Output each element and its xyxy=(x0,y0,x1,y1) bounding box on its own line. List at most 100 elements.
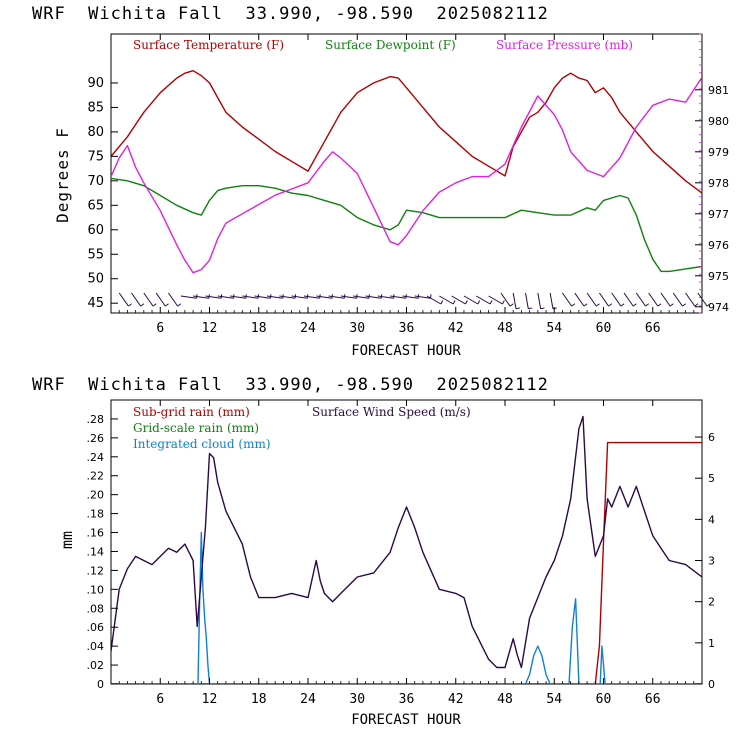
series-surface-dewpoint xyxy=(111,177,702,273)
wind-barb xyxy=(168,292,179,307)
wind-barb-flag xyxy=(669,303,674,307)
bottom-x-tick-label: 42 xyxy=(448,692,464,707)
wind-barb xyxy=(512,292,517,309)
top-x-tick-label: 42 xyxy=(448,321,464,336)
wind-barb-flag xyxy=(583,303,588,307)
wind-barb xyxy=(697,292,708,307)
wind-barb-flag xyxy=(608,303,613,307)
wind-barb xyxy=(635,292,646,307)
bottom-x-tick-label: 60 xyxy=(596,692,612,707)
wind-barb xyxy=(414,295,431,299)
legend-grid-scale-rain: Grid-scale rain (mm) xyxy=(133,421,259,435)
bottom-y-tick-label: .22 xyxy=(87,470,105,483)
series-surface-temperature xyxy=(111,69,702,194)
top-y2-tick-label: 975 xyxy=(708,270,729,283)
wind-barb xyxy=(353,295,370,299)
wind-barb xyxy=(217,295,234,299)
legend-surface-wind-speed: Surface Wind Speed (m/s) xyxy=(312,405,471,419)
bottom-y-tick-label: .14 xyxy=(87,545,105,558)
wind-barb-flag xyxy=(657,303,662,307)
bottom-y-tick-label: .02 xyxy=(87,659,105,672)
top-y-tick-label: 65 xyxy=(87,198,104,213)
temperature-panel: WRF Wichita Fall 33.990, -98.590 2025082… xyxy=(32,4,729,359)
legend-integrated-cloud: Integrated cloud (mm) xyxy=(133,437,271,451)
top-y2-tick-label: 974 xyxy=(708,301,729,314)
top-x-axis-label: FORECAST HOUR xyxy=(351,343,461,359)
wind-barb xyxy=(193,295,209,299)
wind-barb xyxy=(648,292,659,307)
top-plot-frame xyxy=(110,33,703,314)
wind-barb-flag xyxy=(620,303,625,307)
wind-barb xyxy=(365,295,382,299)
bottom-y2-tick-label: 6 xyxy=(708,431,715,444)
series-surface-pressure xyxy=(111,77,702,274)
wind-barb-flag xyxy=(632,303,637,307)
bottom-y-tick-label: .26 xyxy=(87,432,105,445)
wind-barb xyxy=(118,292,129,307)
precipitation-panel: WRF Wichita Fall 33.990, -98.590 2025082… xyxy=(32,375,715,728)
wind-barb xyxy=(143,292,154,307)
top-y-axis-label: Degrees F xyxy=(53,127,72,223)
bottom-x-tick-label: 66 xyxy=(645,692,661,707)
bottom-x-tick-label: 12 xyxy=(202,692,218,707)
top-x-tick-label: 18 xyxy=(251,321,267,336)
top-x-tick-label: 48 xyxy=(497,321,513,336)
wind-barb-flag xyxy=(477,300,481,305)
bottom-x-tick-label: 54 xyxy=(546,692,562,707)
wind-barb-flag xyxy=(682,303,686,307)
wind-barb-flag xyxy=(528,307,533,310)
wind-barb xyxy=(451,295,466,305)
top-x-tick-label: 66 xyxy=(645,321,661,336)
top-x-tick-label: 30 xyxy=(349,321,365,336)
wind-barb xyxy=(611,292,622,307)
wind-barb-flag xyxy=(552,307,557,310)
bottom-y2-tick-label: 1 xyxy=(708,637,715,650)
top-y2-tick-label: 978 xyxy=(708,177,729,190)
top-y2-tick-label: 979 xyxy=(708,146,729,159)
wind-barb xyxy=(254,295,271,299)
wind-barb xyxy=(328,295,345,299)
wind-barb xyxy=(574,292,585,307)
legend-surface-pressure: Surface Pressure (mb) xyxy=(496,38,633,52)
bottom-x-axis-label: FORECAST HOUR xyxy=(351,712,461,728)
legend-sub-grid-rain: Sub-grid rain (mm) xyxy=(133,405,250,419)
series-sub-grid-rain xyxy=(111,441,702,684)
top-y-tick-label: 85 xyxy=(87,100,104,115)
top-x-tick-label: 54 xyxy=(546,321,562,336)
wind-barb xyxy=(316,295,333,299)
series-integrated-cloud xyxy=(111,531,702,684)
bottom-x-tick-label: 6 xyxy=(156,692,164,707)
bottom-y-tick-label: .08 xyxy=(87,602,105,615)
top-y-tick-label: 90 xyxy=(87,76,104,91)
wind-barb xyxy=(500,292,511,307)
bottom-y2-tick-label: 3 xyxy=(708,555,715,568)
bottom-x-tick-label: 48 xyxy=(497,692,513,707)
top-y-tick-label: 60 xyxy=(87,223,104,238)
wind-barb xyxy=(488,295,503,305)
bottom-y-tick-label: .20 xyxy=(87,489,105,502)
top-y-tick-label: 55 xyxy=(87,247,104,262)
wind-barb xyxy=(402,295,419,299)
top-y2-tick-label: 976 xyxy=(708,239,729,252)
series-surface-wind-speed xyxy=(111,415,702,669)
wind-barb-flag xyxy=(706,303,711,307)
wind-barb-flag xyxy=(694,303,699,307)
top-y-tick-label: 75 xyxy=(87,149,104,164)
wind-barb xyxy=(426,295,442,305)
wind-barb xyxy=(205,295,222,299)
top-panel-title: WRF Wichita Fall 33.990, -98.590 2025082… xyxy=(32,4,549,24)
bottom-y-tick-label: .12 xyxy=(87,564,105,577)
wind-barb-flag xyxy=(165,303,169,307)
bottom-y2-tick-label: 5 xyxy=(708,472,715,485)
bottom-y2-tick-label: 2 xyxy=(708,596,715,609)
wind-barb xyxy=(279,295,296,299)
bottom-y-tick-label: .18 xyxy=(87,508,105,521)
top-y-tick-label: 80 xyxy=(87,125,104,140)
wind-barb-flag xyxy=(152,303,157,307)
top-x-tick-label: 36 xyxy=(399,321,415,336)
wind-barb-flag xyxy=(128,303,132,307)
top-y-tick-label: 45 xyxy=(87,296,104,311)
wind-barb-flag xyxy=(465,300,468,305)
legend-surface-temperature: Surface Temperature (F) xyxy=(133,38,284,52)
